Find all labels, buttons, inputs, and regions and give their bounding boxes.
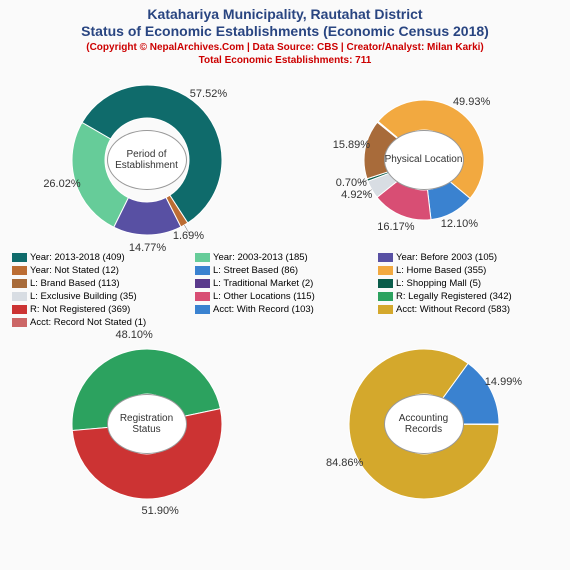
legend-swatch: [12, 253, 27, 262]
legend-item: L: Traditional Market (2): [195, 278, 372, 289]
legend-swatch: [378, 253, 393, 262]
pct-label: 1.69%: [173, 230, 204, 242]
charts-row-bottom: 48.10% 51.90% Registration Status 14.99% 84…: [0, 332, 570, 514]
legend-item: L: Brand Based (113): [12, 278, 189, 289]
chart-accounting: 14.99% 84.86% Accounting Records: [289, 334, 559, 514]
chart-center-label: Physical Location: [384, 130, 464, 190]
legend-item: L: Street Based (86): [195, 265, 372, 276]
subtitle-line2: Total Economic Establishments: 711: [10, 55, 560, 66]
legend-item: L: Other Locations (115): [195, 291, 372, 302]
legend-text: Year: 2003-2013 (185): [213, 252, 308, 263]
legend-swatch: [195, 266, 210, 275]
pct-label: 15.89%: [333, 139, 370, 151]
legend-item: Year: Not Stated (12): [12, 265, 189, 276]
legend-item: Year: 2003-2013 (185): [195, 252, 372, 263]
pct-label: 12.10%: [441, 218, 478, 230]
legend-swatch: [12, 318, 27, 327]
legend-text: R: Legally Registered (342): [396, 291, 512, 302]
pct-label: 57.52%: [190, 88, 227, 100]
legend-item: Year: Before 2003 (105): [378, 252, 555, 263]
pct-label: 51.90%: [142, 505, 179, 517]
legend-item: R: Legally Registered (342): [378, 291, 555, 302]
legend-swatch: [378, 305, 393, 314]
legend-item: Acct: Record Not Stated (1): [12, 317, 189, 328]
legend-text: Year: 2013-2018 (409): [30, 252, 125, 263]
legend-item: L: Shopping Mall (5): [378, 278, 555, 289]
legend-swatch: [12, 279, 27, 288]
pct-label: 26.02%: [43, 178, 80, 190]
pct-label: 16.17%: [377, 221, 414, 233]
legend-text: L: Other Locations (115): [213, 291, 315, 302]
legend-swatch: [195, 253, 210, 262]
legend-text: L: Brand Based (113): [30, 278, 120, 289]
legend-text: Acct: With Record (103): [213, 304, 314, 315]
pct-label: 48.10%: [115, 329, 152, 341]
legend-swatch: [12, 305, 27, 314]
legend-swatch: [195, 305, 210, 314]
legend-item: L: Exclusive Building (35): [12, 291, 189, 302]
legend-text: R: Not Registered (369): [30, 304, 130, 315]
legend-swatch: [378, 279, 393, 288]
pct-label: 14.77%: [129, 242, 166, 254]
legend-text: L: Street Based (86): [213, 265, 298, 276]
chart-center-label: Registration Status: [107, 394, 187, 454]
legend-swatch: [195, 279, 210, 288]
header: Katahariya Municipality, Rautahat Distri…: [0, 0, 570, 68]
pct-label: 49.93%: [453, 96, 490, 108]
chart-registration: 48.10%51.90%Registration Status: [12, 334, 282, 514]
pct-label: 84.86%: [326, 457, 363, 469]
subtitle-line1: (Copyright © NepalArchives.Com | Data So…: [10, 42, 560, 53]
legend-text: L: Home Based (355): [396, 265, 486, 276]
legend: Year: 2013-2018 (409) Year: 2003-2013 (18…: [0, 250, 570, 332]
legend-text: Year: Before 2003 (105): [396, 252, 497, 263]
pct-label: 4.92%: [341, 189, 372, 201]
legend-text: L: Exclusive Building (35): [30, 291, 137, 302]
chart-period: 57.52%1.69%14.77%26.02%Period of Establi…: [12, 70, 282, 250]
chart-location: 49.93% 12.10% 16.17% 4.92%0.70% 15.89% Physic…: [289, 70, 559, 250]
legend-item: Acct: With Record (103): [195, 304, 372, 315]
legend-text: L: Shopping Mall (5): [396, 278, 481, 289]
charts-row-top: 57.52%1.69%14.77%26.02%Period of Establi…: [0, 68, 570, 250]
legend-item: R: Not Registered (369): [12, 304, 189, 315]
title-line1: Katahariya Municipality, Rautahat Distri…: [10, 6, 560, 23]
pct-label: 0.70%: [336, 177, 367, 189]
legend-item: Acct: Without Record (583): [378, 304, 555, 315]
legend-swatch: [378, 292, 393, 301]
chart-center-label: Accounting Records: [384, 394, 464, 454]
chart-center-label: Period of Establishment: [107, 130, 187, 190]
legend-text: Acct: Record Not Stated (1): [30, 317, 146, 328]
legend-text: Acct: Without Record (583): [396, 304, 510, 315]
legend-swatch: [12, 292, 27, 301]
legend-text: Year: Not Stated (12): [30, 265, 119, 276]
pct-label: 14.99%: [485, 376, 522, 388]
legend-text: L: Traditional Market (2): [213, 278, 313, 289]
legend-item: L: Home Based (355): [378, 265, 555, 276]
title-line2: Status of Economic Establishments (Econo…: [10, 23, 560, 40]
legend-swatch: [195, 292, 210, 301]
legend-swatch: [12, 266, 27, 275]
legend-swatch: [378, 266, 393, 275]
